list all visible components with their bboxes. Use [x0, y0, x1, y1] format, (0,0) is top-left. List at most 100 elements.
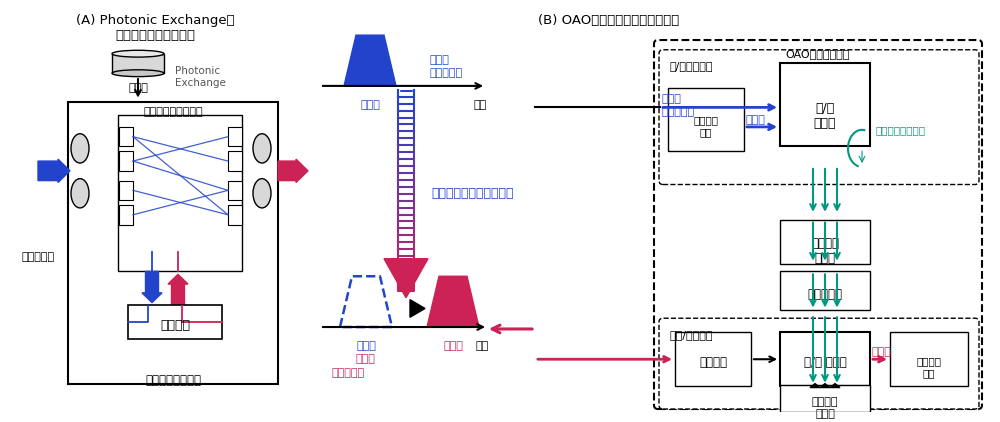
- Text: 電気信号
増幅器: 電気信号 増幅器: [811, 237, 839, 265]
- Polygon shape: [398, 214, 414, 222]
- FancyArrow shape: [168, 274, 188, 306]
- Text: クロスコネクト機能: クロスコネクト機能: [143, 107, 203, 117]
- FancyBboxPatch shape: [228, 127, 242, 146]
- Text: (B) OAO型波長変換器の内部構成: (B) OAO型波長変換器の内部構成: [538, 14, 679, 27]
- Text: 波長アダプタ機能: 波長アダプタ機能: [145, 374, 201, 387]
- FancyBboxPatch shape: [228, 205, 242, 225]
- FancyArrow shape: [142, 271, 162, 303]
- FancyBboxPatch shape: [228, 181, 242, 200]
- Polygon shape: [398, 138, 414, 145]
- FancyBboxPatch shape: [780, 332, 870, 386]
- Ellipse shape: [112, 50, 164, 57]
- Text: 波長１: 波長１: [356, 341, 376, 351]
- FancyBboxPatch shape: [119, 127, 133, 146]
- FancyArrow shape: [38, 159, 70, 183]
- Ellipse shape: [71, 134, 89, 163]
- FancyBboxPatch shape: [119, 151, 133, 171]
- Text: 光ファイバ: 光ファイバ: [21, 252, 55, 262]
- Text: 波長可変
光源: 波長可変 光源: [916, 356, 942, 378]
- Text: 波長２: 波長２: [356, 354, 376, 364]
- FancyBboxPatch shape: [68, 103, 278, 384]
- Polygon shape: [398, 201, 414, 208]
- FancyBboxPatch shape: [128, 305, 222, 339]
- Polygon shape: [398, 111, 414, 118]
- Text: 波長: 波長: [475, 341, 489, 351]
- Polygon shape: [398, 256, 414, 263]
- FancyBboxPatch shape: [654, 40, 982, 409]
- Polygon shape: [399, 92, 413, 261]
- Text: 波長１: 波長１: [746, 115, 766, 125]
- Text: 波長２: 波長２: [872, 346, 892, 357]
- Polygon shape: [112, 54, 164, 73]
- Ellipse shape: [71, 179, 89, 208]
- Polygon shape: [398, 118, 414, 124]
- Polygon shape: [398, 131, 414, 138]
- Text: (A) Photonic Exchangeの: (A) Photonic Exchangeの: [76, 14, 234, 27]
- Polygon shape: [398, 166, 414, 173]
- FancyBboxPatch shape: [780, 63, 870, 146]
- FancyBboxPatch shape: [119, 205, 133, 225]
- Text: 光/電気変換部: 光/電気変換部: [669, 62, 712, 71]
- FancyBboxPatch shape: [780, 271, 870, 311]
- Text: 波長１: 波長１: [430, 55, 450, 65]
- Text: 波長変換: 波長変換: [160, 319, 190, 332]
- Polygon shape: [398, 180, 414, 187]
- Polygon shape: [398, 284, 414, 291]
- Polygon shape: [398, 97, 414, 104]
- Polygon shape: [398, 173, 414, 180]
- Polygon shape: [398, 104, 414, 111]
- Polygon shape: [398, 228, 414, 235]
- Ellipse shape: [112, 70, 164, 77]
- Polygon shape: [398, 222, 414, 228]
- Polygon shape: [398, 242, 414, 249]
- Text: 制御部: 制御部: [128, 83, 148, 93]
- Text: 光信号入力: 光信号入力: [430, 68, 463, 78]
- Polygon shape: [820, 384, 830, 387]
- Polygon shape: [398, 187, 414, 194]
- Polygon shape: [398, 194, 414, 201]
- Text: 波長１から波長２へ変換: 波長１から波長２へ変換: [431, 187, 514, 200]
- Text: 電/光 変換器: 電/光 変換器: [804, 356, 846, 369]
- Polygon shape: [398, 124, 414, 131]
- Ellipse shape: [253, 134, 271, 163]
- FancyBboxPatch shape: [780, 219, 870, 264]
- Polygon shape: [398, 152, 414, 159]
- FancyArrow shape: [278, 159, 308, 183]
- FancyBboxPatch shape: [119, 181, 133, 200]
- Text: Photonic
Exchange: Photonic Exchange: [175, 66, 226, 88]
- Text: 波長可変
光源: 波長可変 光源: [694, 115, 718, 137]
- Polygon shape: [398, 145, 414, 152]
- Text: 波長２: 波長２: [443, 341, 463, 351]
- Text: 光ノードシステム構成: 光ノードシステム構成: [115, 29, 195, 42]
- FancyBboxPatch shape: [780, 384, 870, 412]
- Text: OAO型波長変換器: OAO型波長変換器: [786, 49, 850, 59]
- Text: 波長: 波長: [473, 100, 487, 110]
- Polygon shape: [344, 35, 396, 86]
- FancyBboxPatch shape: [668, 88, 744, 151]
- Polygon shape: [398, 263, 414, 270]
- Text: 電気アナログ信号: 電気アナログ信号: [876, 125, 926, 135]
- Polygon shape: [398, 270, 414, 277]
- Text: 波長１: 波長１: [662, 94, 682, 104]
- Polygon shape: [398, 159, 414, 166]
- Polygon shape: [384, 259, 428, 298]
- Polygon shape: [830, 384, 840, 387]
- FancyBboxPatch shape: [890, 332, 968, 386]
- FancyBboxPatch shape: [118, 115, 242, 271]
- Polygon shape: [398, 235, 414, 242]
- Text: 光信号入力: 光信号入力: [662, 107, 695, 117]
- Polygon shape: [398, 249, 414, 256]
- FancyBboxPatch shape: [228, 151, 242, 171]
- FancyBboxPatch shape: [675, 332, 751, 386]
- Ellipse shape: [253, 179, 271, 208]
- FancyBboxPatch shape: [659, 318, 979, 409]
- Text: 位相補償部: 位相補償部: [808, 288, 842, 301]
- Polygon shape: [810, 384, 820, 387]
- Text: 光信号出力: 光信号出力: [332, 368, 365, 378]
- Polygon shape: [398, 90, 414, 97]
- Polygon shape: [410, 300, 425, 317]
- Text: 光増幅器: 光増幅器: [699, 356, 727, 369]
- Text: バイアス
制御部: バイアス 制御部: [812, 397, 838, 419]
- Polygon shape: [398, 277, 414, 284]
- Text: 光/電
変換器: 光/電 変換器: [814, 103, 836, 130]
